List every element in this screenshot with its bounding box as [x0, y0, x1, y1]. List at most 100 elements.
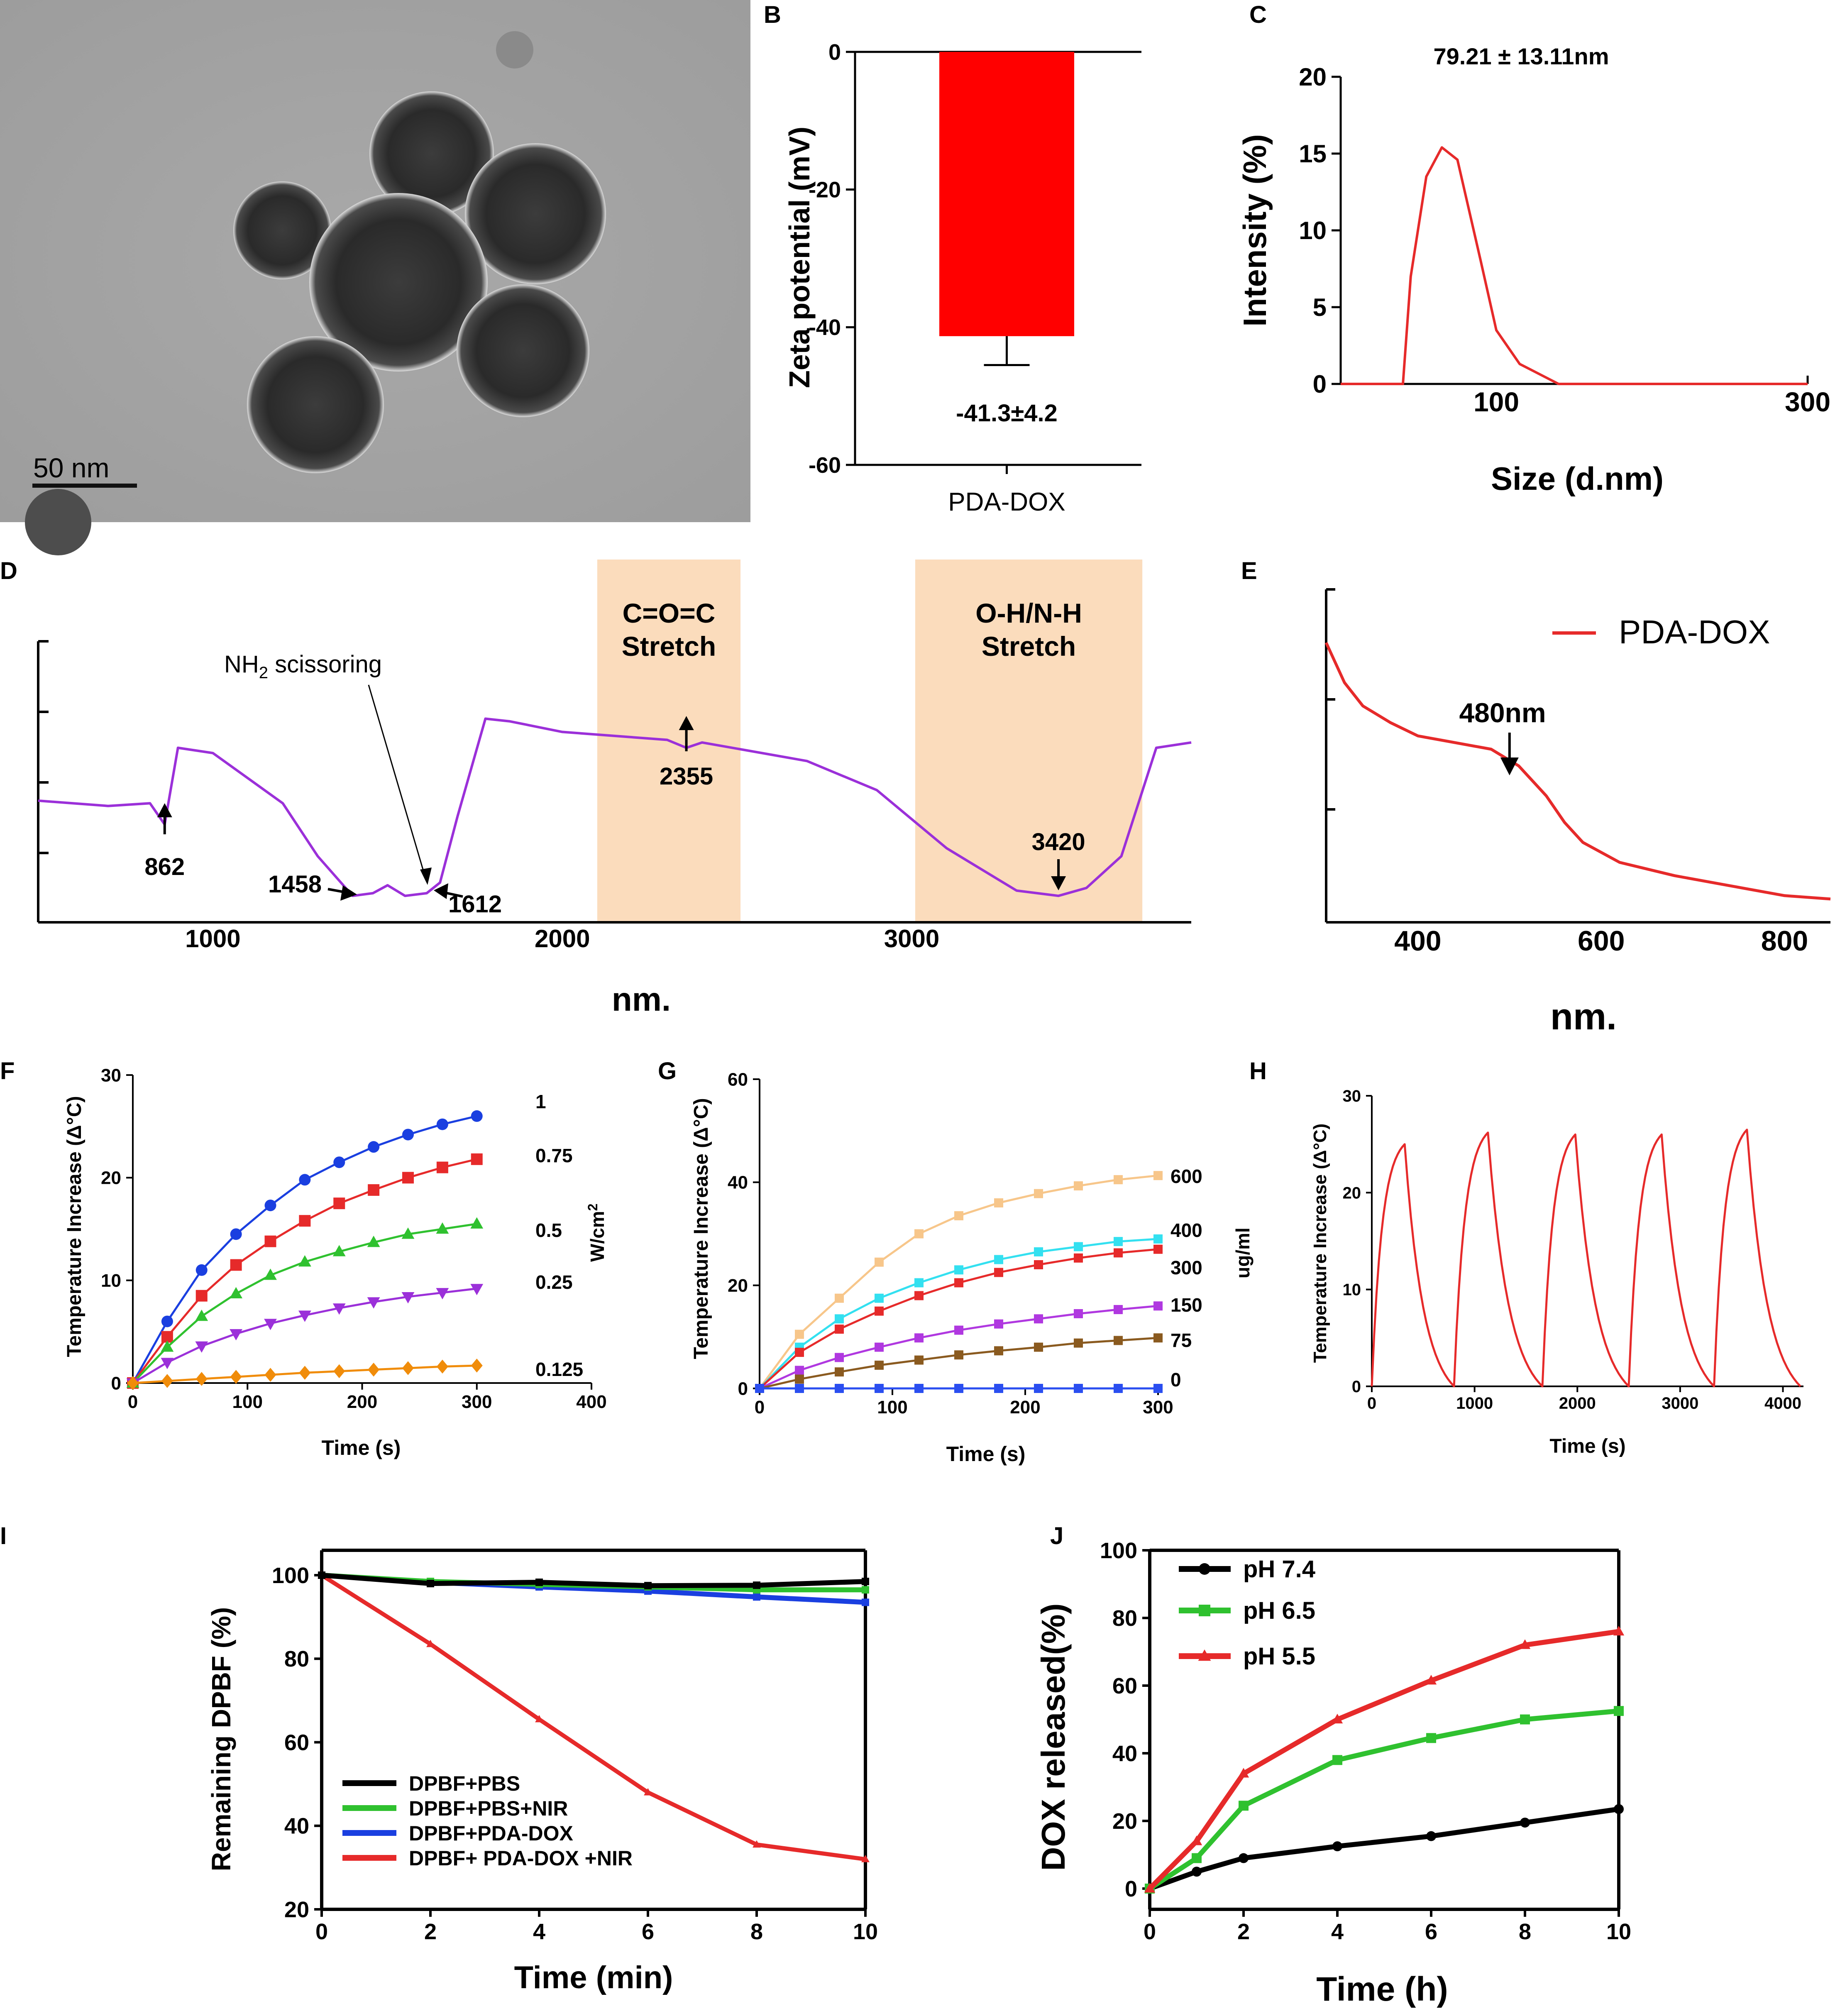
y-tick-label: 10 — [1299, 217, 1327, 244]
x-tick-label: 200 — [1010, 1397, 1040, 1417]
data-point — [835, 1353, 844, 1362]
panel-letter: E — [1241, 557, 1257, 584]
data-point — [994, 1346, 1003, 1356]
y-tick-label: 5 — [1313, 293, 1327, 321]
nanoparticle-partial — [25, 489, 91, 555]
x-tick-label: 10 — [853, 1919, 878, 1944]
x-tick-label: 2000 — [1559, 1394, 1596, 1412]
peak-label-3420: 3420 — [1032, 828, 1085, 855]
series-label: 0.75 — [535, 1145, 573, 1166]
data-point — [1153, 1234, 1163, 1244]
data-point — [436, 1161, 448, 1173]
legend-label: pH 5.5 — [1243, 1643, 1315, 1670]
data-point — [299, 1366, 311, 1380]
data-point — [401, 1292, 415, 1304]
data-point — [1614, 1804, 1624, 1814]
data-point — [1074, 1253, 1083, 1263]
series-label: 1 — [535, 1091, 546, 1112]
data-point — [1332, 1713, 1343, 1724]
data-point — [753, 1593, 760, 1601]
y-tick-label: 0 — [828, 40, 841, 65]
x-axis-label: Time (s) — [946, 1442, 1026, 1466]
data-point — [264, 1368, 276, 1382]
nh2-subscript: 2 — [259, 664, 268, 682]
arrow-head — [1500, 758, 1519, 775]
peak-label-2355: 2355 — [660, 763, 713, 790]
data-point — [436, 1222, 449, 1234]
y-tick-label: 40 — [284, 1814, 309, 1839]
data-point — [367, 1236, 380, 1247]
data-point — [436, 1359, 448, 1374]
series-label: 0.25 — [535, 1271, 573, 1293]
x-tick-label: 100 — [877, 1397, 907, 1417]
data-point — [1114, 1175, 1123, 1185]
data-point — [471, 1153, 483, 1165]
x-tick-label: 100 — [1473, 386, 1519, 417]
x-tick-label: 400 — [1394, 925, 1441, 957]
arrow-head — [340, 885, 357, 901]
legend-label: DPBF+ PDA-DOX +NIR — [409, 1847, 633, 1870]
peak-label-862: 862 — [144, 853, 185, 880]
nh2-pointer-line — [368, 684, 426, 878]
panel-letter: D — [0, 557, 17, 584]
y-tick-label: 10 — [1343, 1281, 1361, 1299]
data-point — [954, 1211, 963, 1221]
data-point — [914, 1384, 924, 1393]
series-label: 400 — [1170, 1219, 1202, 1241]
data-point — [875, 1342, 884, 1352]
data-point — [470, 1217, 484, 1229]
nh2-label-rest: scissoring — [268, 651, 382, 678]
series-line — [1148, 1806, 1619, 1891]
chart-title: 79.21 ± 13.11nm — [1433, 43, 1609, 69]
x-tick-label: 8 — [750, 1919, 763, 1944]
series-label: 300 — [1170, 1257, 1202, 1278]
data-point — [264, 1235, 276, 1247]
data-point — [401, 1227, 415, 1239]
y-axis-label: Temperature Increase (Δ°C) — [690, 1098, 712, 1359]
data-point — [230, 1228, 242, 1240]
data-point — [298, 1310, 311, 1322]
data-point — [1239, 1801, 1249, 1811]
panel-a: A 50 nm — [0, 0, 750, 555]
data-point — [402, 1172, 414, 1184]
value-annotation: -41.3±4.2 — [956, 400, 1058, 427]
data-point — [835, 1324, 844, 1334]
band-label-line2: Stretch — [982, 631, 1076, 662]
x-category-label: PDA-DOX — [948, 488, 1065, 516]
x-axis-label: nm. — [612, 981, 671, 1018]
y-tick-label: 20 — [728, 1276, 748, 1296]
panel-j: J 0 20 40 60 80 100 0 2 4 6 8 10 pH 7.4 pH 6.5 pH 5.5 Ti… — [1035, 1522, 1631, 2008]
legend-label: DPBF+PBS+NIR — [409, 1797, 568, 1820]
absorbance-line — [1324, 642, 1831, 901]
panel-letter: G — [658, 1058, 677, 1085]
legend-marker — [1198, 1649, 1211, 1661]
panel-letter: B — [764, 1, 781, 28]
data-point — [333, 1364, 345, 1378]
data-point — [195, 1290, 208, 1302]
x-tick-label: 300 — [462, 1392, 492, 1412]
data-point — [875, 1306, 884, 1316]
unit-label: ug/ml — [1232, 1227, 1254, 1278]
y-tick-label: 10 — [101, 1271, 121, 1291]
data-point — [1034, 1247, 1043, 1256]
x-tick-label: 2 — [1237, 1919, 1250, 1944]
data-point — [1114, 1305, 1123, 1315]
data-point — [426, 1640, 435, 1647]
data-point — [195, 1372, 208, 1386]
data-point — [954, 1350, 963, 1360]
x-tick-label: 6 — [642, 1919, 654, 1944]
y-tick-label: 20 — [1299, 63, 1327, 91]
panel-b: B 0 -20 -40 -60 PDA-DOX -41.3±4.2 Zeta potentia… — [764, 1, 1141, 516]
data-point — [161, 1374, 173, 1388]
data-point — [535, 1715, 543, 1723]
data-point — [1613, 1625, 1625, 1636]
data-point — [954, 1325, 963, 1335]
data-point — [954, 1384, 963, 1393]
data-point — [1034, 1314, 1043, 1324]
data-point — [1238, 1768, 1249, 1778]
data-point — [1192, 1867, 1202, 1877]
arrow-head — [1051, 876, 1066, 890]
data-point — [1425, 1674, 1437, 1685]
data-point — [1144, 1883, 1156, 1893]
peak-label-1612: 1612 — [448, 891, 502, 918]
